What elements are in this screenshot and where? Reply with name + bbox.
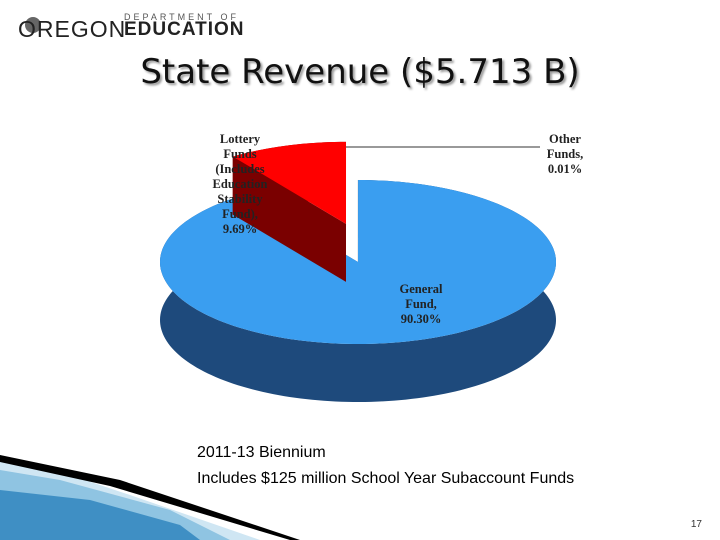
slice-label: General Fund, 90.30% bbox=[391, 282, 451, 327]
slice-label: Lottery Funds (Includes Education Stabil… bbox=[205, 132, 275, 237]
decoration bbox=[0, 17, 300, 540]
note: 2011-13 Biennium bbox=[197, 444, 326, 461]
logo-department: DEPARTMENT OF bbox=[124, 12, 240, 22]
chart-title: State Revenue ($5.713 B) bbox=[140, 52, 580, 92]
slice bbox=[232, 141, 347, 224]
slice-value: 90.30% bbox=[400, 312, 442, 326]
slice-value: 9.69% bbox=[222, 222, 258, 236]
slice-value: 0.01% bbox=[547, 162, 583, 176]
logo-name: OREGON bbox=[18, 16, 127, 42]
logo-agency: EDUCATION bbox=[124, 19, 245, 40]
slice-label: Other Funds, 0.01% bbox=[539, 132, 591, 177]
slice-name: Other Funds, bbox=[546, 132, 584, 161]
page-number: 17 bbox=[690, 519, 702, 530]
slice-name: General Fund, bbox=[399, 282, 443, 311]
note: Includes $125 million School Year Subacc… bbox=[197, 470, 575, 487]
slice-name: Lottery Funds (Includes Education Stabil… bbox=[212, 132, 268, 221]
